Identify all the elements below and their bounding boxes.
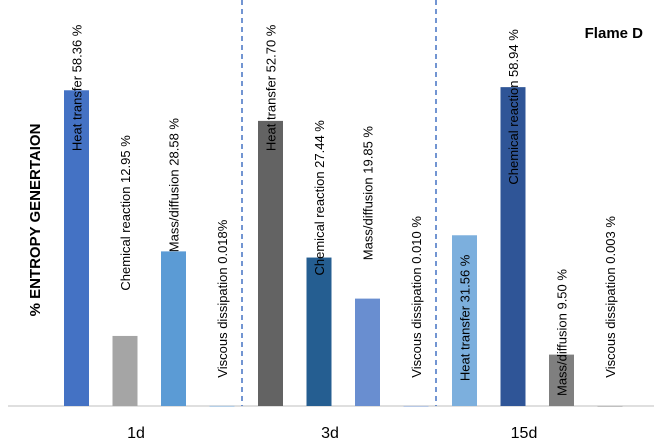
bar-label: Viscous dissipation 0.003 % (603, 216, 618, 378)
bar-label: Mass/diffusion 9.50 % (555, 269, 570, 396)
bar (112, 335, 138, 406)
bars (64, 87, 623, 407)
bar-label: Heat transfer 58.36 % (70, 24, 85, 151)
x-tick-label: 15d (511, 425, 538, 442)
y-axis-label: % ENTROPY GENERTAION (27, 124, 44, 317)
bar (161, 251, 186, 406)
bar (258, 120, 283, 406)
bar (209, 405, 235, 407)
bar (549, 354, 574, 406)
x-tick-label: 1d (127, 425, 145, 442)
group-separators (241, 0, 437, 406)
bar-label: Mass/diffusion 28.58 % (167, 118, 182, 253)
x-tick-labels: 1d 3d 15d (127, 425, 537, 442)
bar-label: Chemical reaction 58.94 % (506, 29, 521, 185)
bar-label: Viscous dissipation 0.018% (215, 219, 230, 377)
bar (500, 87, 526, 407)
bar (355, 298, 380, 406)
bar-label: Chemical reaction 12.95 % (118, 135, 133, 291)
bar-label: Heat transfer 52.70 % (264, 24, 279, 151)
bar-label: Heat transfer 31.56 % (458, 254, 473, 381)
bar (452, 235, 477, 406)
bar (403, 405, 429, 407)
chart-title: Flame D (585, 25, 644, 42)
bar-label: Chemical reaction 27.44 % (312, 120, 327, 276)
bar (597, 405, 623, 407)
bar (64, 90, 89, 406)
bar (306, 257, 332, 406)
bar-label: Mass/diffusion 19.85 % (361, 126, 376, 261)
x-tick-label: 3d (321, 425, 339, 442)
bar-label: Viscous dissipation 0.010 % (409, 216, 424, 378)
bar-labels: Heat transfer 58.36 % Chemical reaction 1… (70, 24, 619, 396)
